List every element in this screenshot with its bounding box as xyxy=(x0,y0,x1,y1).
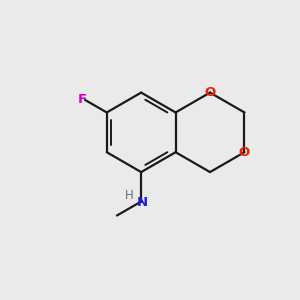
Text: H: H xyxy=(124,188,133,202)
Text: F: F xyxy=(78,93,87,106)
Text: N: N xyxy=(136,196,148,209)
Text: O: O xyxy=(204,86,216,99)
Text: O: O xyxy=(239,146,250,159)
